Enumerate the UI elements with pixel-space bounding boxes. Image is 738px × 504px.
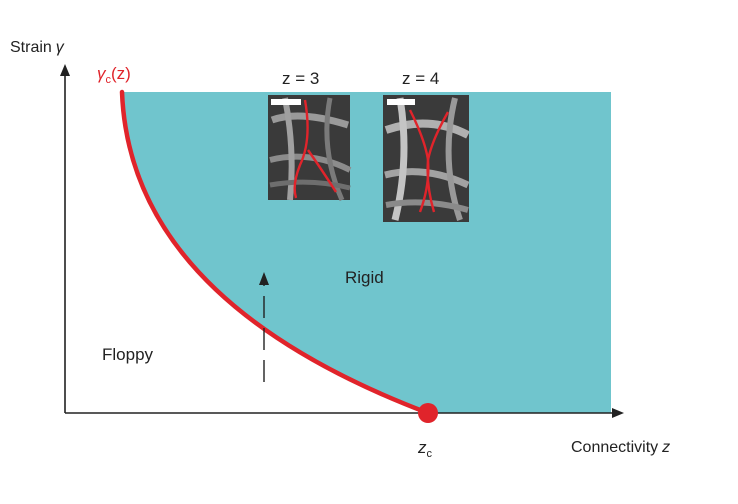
inset-z3-label: z = 3 — [282, 69, 319, 88]
y-axis-label: Strain γ — [10, 39, 65, 56]
critical-connectivity-label: zc — [417, 438, 433, 460]
x-axis-label: Connectivity z — [571, 439, 670, 456]
rigid-region-label: Rigid — [345, 268, 384, 287]
inset-z4-micrograph — [383, 95, 469, 222]
y-axis-arrow — [60, 64, 70, 76]
rigid-region — [122, 92, 611, 413]
inset-z4-label: z = 4 — [402, 69, 439, 88]
inset-z3-micrograph — [268, 95, 350, 200]
x-axis-arrow — [612, 408, 624, 418]
floppy-region-label: Floppy — [102, 345, 154, 364]
critical-strain-label: γc(z) — [97, 64, 131, 86]
critical-point — [418, 403, 438, 423]
